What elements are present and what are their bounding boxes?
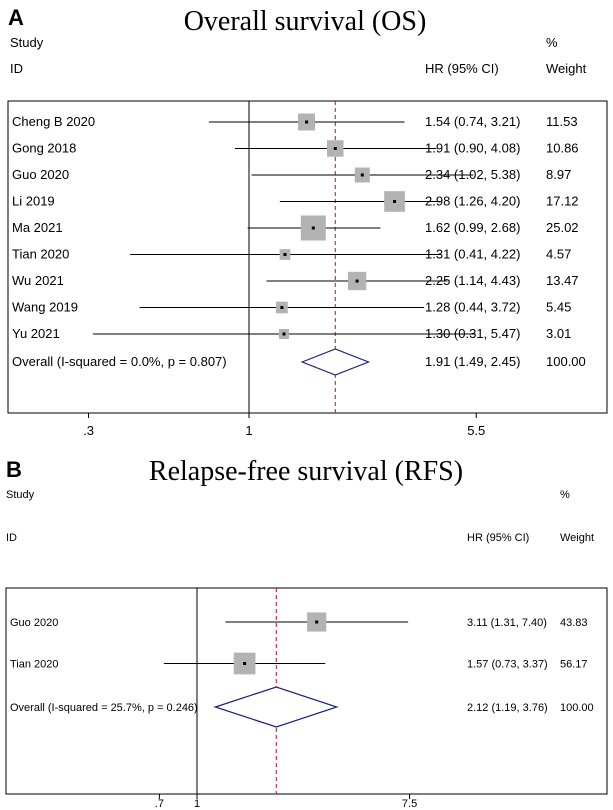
point-estimate: [280, 306, 284, 309]
point-estimate: [243, 662, 247, 665]
point-estimate: [305, 120, 309, 124]
panel-b-study-header: Study: [6, 489, 35, 501]
hr-ci-value: 1.30 (0.31, 5.47): [425, 326, 520, 341]
weight-value: 43.83: [560, 617, 588, 629]
weight-value: 5.45: [546, 300, 571, 315]
panel-a-frame: [7, 100, 608, 414]
weight-value: 17.12: [546, 194, 579, 209]
overall-weight-value: 100.00: [546, 354, 586, 369]
overall-hr-ci-value: 1.91 (1.49, 2.45): [425, 354, 520, 369]
x-tick-label: 7.5: [402, 798, 417, 810]
point-estimate: [315, 620, 319, 624]
panel-a-study-header: Study: [10, 35, 44, 50]
study-name: Cheng B 2020: [12, 114, 95, 129]
overall-weight-value: 100.00: [560, 702, 594, 714]
point-estimate: [355, 279, 359, 283]
overall-label: Overall (I-squared = 25.7%, p = 0.246): [10, 702, 198, 714]
point-estimate: [393, 200, 397, 203]
study-name: Guo 2020: [12, 167, 69, 182]
hr-ci-value: 1.57 (0.73, 3.37): [467, 659, 548, 671]
hr-ci-value: 1.54 (0.74, 3.21): [425, 114, 520, 129]
hr-ci-value: 1.31 (0.41, 4.22): [425, 247, 520, 262]
point-estimate: [283, 253, 287, 256]
panel-b-frame: [5, 587, 608, 795]
panel-a-marks: .3 1 5.5 Cheng B 2020 1.54 (0.74, 3.21) 11.53…: [12, 101, 586, 438]
study-name: Tian 2020: [10, 659, 59, 671]
overall-diamond: [300, 348, 371, 376]
weight-value: 3.01: [546, 326, 571, 341]
hr-ci-value: 2.34 (1.02, 5.38): [425, 167, 520, 182]
point-estimate: [333, 147, 337, 150]
panel-b-id-header: ID: [6, 532, 17, 544]
weight-value: 13.47: [546, 273, 579, 288]
panel-b-hr-header: HR (95% CI): [467, 532, 529, 544]
panel-b-title: Relapse-free survival (RFS): [149, 456, 463, 487]
panel-a-weight-header: Weight: [546, 61, 587, 76]
study-name: Ma 2021: [12, 220, 63, 235]
panel-a-title: Overall survival (OS): [184, 6, 427, 37]
overall-diamond: [213, 686, 339, 728]
panel-a-hr-header: HR (95% CI): [425, 61, 499, 76]
overall-hr-ci-value: 2.12 (1.19, 3.76): [467, 702, 548, 714]
overall-label: Overall (I-squared = 0.0%, p = 0.807): [12, 354, 227, 369]
point-estimate: [311, 226, 315, 230]
weight-value: 8.97: [546, 167, 571, 182]
study-name: Wu 2021: [12, 273, 64, 288]
x-tick-label: .7: [155, 798, 164, 810]
x-tick-label: 1: [194, 798, 200, 810]
point-estimate: [360, 173, 364, 177]
x-tick-label: 1: [245, 423, 252, 438]
study-name: Wang 2019: [12, 300, 78, 315]
panel-a-percent-header: %: [546, 35, 558, 50]
hr-ci-value: 1.91 (0.90, 4.08): [425, 141, 520, 156]
x-tick-label: .3: [83, 423, 94, 438]
panel-a-id-header: ID: [10, 61, 23, 76]
weight-value: 10.86: [546, 141, 579, 156]
study-name: Gong 2018: [12, 141, 76, 156]
weight-value: 56.17: [560, 659, 588, 671]
panel-b-label: B: [6, 457, 22, 482]
study-name: Yu 2021: [12, 326, 60, 341]
panel-a-label: A: [8, 5, 24, 30]
panel-b-percent-header: %: [560, 489, 570, 501]
weight-value: 11.53: [546, 114, 578, 129]
x-tick-label: 5.5: [467, 423, 485, 438]
weight-value: 25.02: [546, 220, 579, 235]
hr-ci-value: 2.25 (1.14, 4.43): [425, 273, 520, 288]
study-name: Tian 2020: [12, 247, 69, 262]
hr-ci-value: 3.11 (1.31, 7.40): [467, 617, 547, 629]
panel-b-weight-header: Weight: [560, 532, 594, 544]
point-estimate: [282, 332, 286, 336]
hr-ci-value: 1.62 (0.99, 2.68): [425, 220, 520, 235]
hr-ci-value: 2.98 (1.26, 4.20): [425, 194, 520, 209]
study-name: Li 2019: [12, 194, 55, 209]
panel-b-marks: .7 1 7.5 Guo 2020 3.11 (1.31, 7.40) 43.83 Tian…: [10, 588, 594, 810]
weight-value: 4.57: [546, 247, 571, 262]
study-name: Guo 2020: [10, 617, 58, 629]
hr-ci-value: 1.28 (0.44, 3.72): [425, 300, 520, 315]
